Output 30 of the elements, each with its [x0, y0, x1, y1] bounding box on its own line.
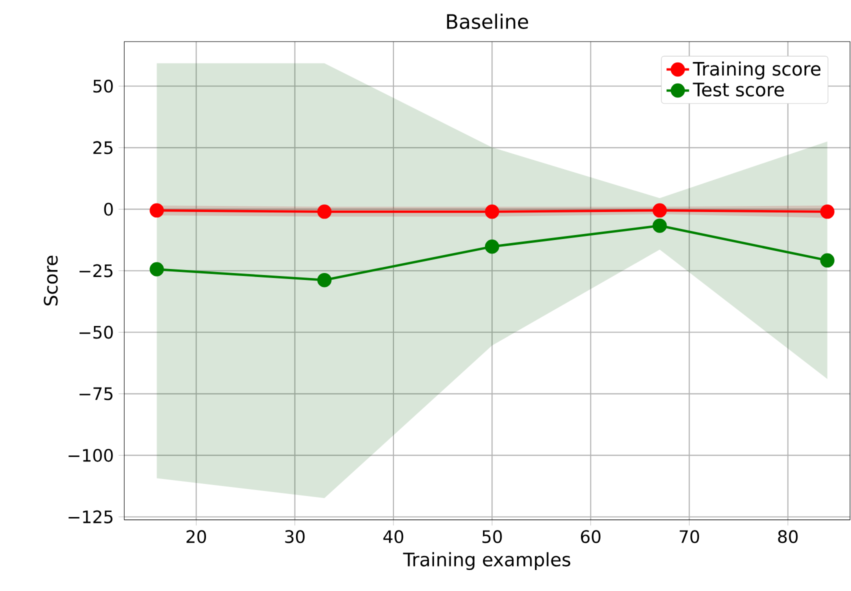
x-tick-label: 80: [778, 530, 798, 544]
x-tick-label: 70: [680, 530, 700, 544]
point: [820, 253, 834, 268]
y-tick-label: 25: [93, 141, 112, 154]
y-tick-label: 50: [93, 80, 113, 93]
point: [652, 203, 667, 218]
y-tick-label: −25: [80, 264, 112, 278]
x-tick-label: 60: [580, 530, 600, 544]
point: [484, 239, 500, 254]
x-tick-label: 50: [482, 530, 502, 544]
x-tick-label: 40: [383, 530, 404, 544]
y-tick-label: −100: [68, 448, 113, 462]
point: [484, 204, 500, 219]
point: [652, 218, 667, 233]
x-tick-label: 20: [186, 530, 206, 544]
y-tick-label: −50: [80, 326, 113, 339]
point: [150, 262, 164, 276]
legend-label: Test score: [692, 82, 784, 96]
y-tick-label: 0: [104, 202, 113, 216]
x-tick-label: 30: [285, 530, 305, 544]
point: [150, 203, 164, 218]
y-tick-label: −125: [68, 510, 112, 524]
x-axis-title: Training examples: [403, 552, 570, 570]
point: [317, 204, 332, 219]
point: [820, 204, 834, 219]
y-tick-label: −75: [80, 387, 112, 400]
chart-title: Baseline: [447, 14, 528, 29]
y-axis-title: Score: [44, 256, 58, 306]
legend-label: Training score: [692, 61, 820, 80]
point: [317, 272, 332, 288]
